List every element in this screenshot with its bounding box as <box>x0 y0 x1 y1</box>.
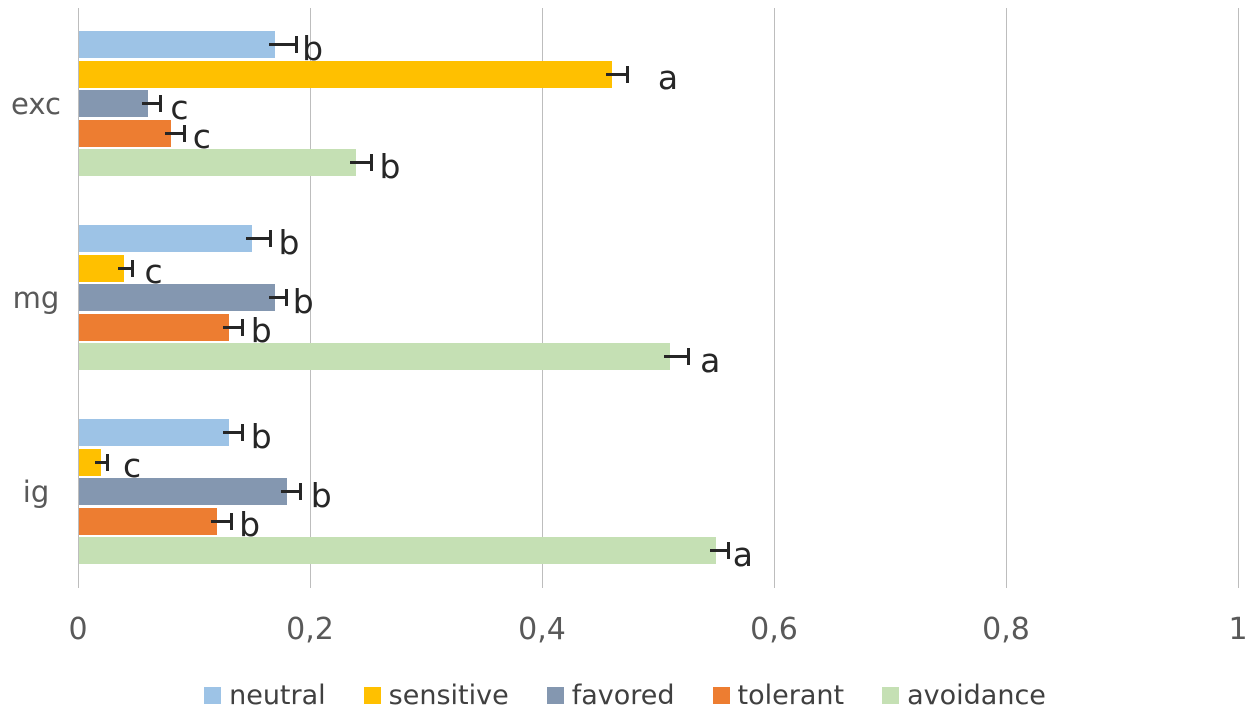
error-bar-avoidance-mg <box>663 355 689 358</box>
legend-item-favored: favored <box>546 680 675 711</box>
significance-letter-neutral-exc: b <box>302 28 324 68</box>
error-bar-neutral-ig <box>222 431 243 434</box>
bar-favored-mg <box>79 284 276 311</box>
bar-tolerant-ig <box>79 507 218 535</box>
x-axis-tick-label: 0,6 <box>750 612 798 647</box>
bar-neutral-exc <box>79 31 276 58</box>
error-bar-tolerant-mg <box>222 325 243 329</box>
x-axis-tick-label: 1 <box>1228 612 1248 647</box>
significance-letter-sensitive-ig: c <box>123 446 142 485</box>
y-category-label-exc: exc <box>11 86 61 121</box>
bar-neutral-mg <box>79 225 252 252</box>
bar-avoidance-ig <box>79 537 716 564</box>
legend-swatch-icon-tolerant <box>712 687 730 704</box>
error-bar-tolerant-ig <box>211 519 232 523</box>
gridline-0_6 <box>773 8 775 588</box>
legend-swatch-icon-avoidance <box>882 687 900 704</box>
error-bar-cap-neutral-ig <box>241 424 245 441</box>
error-bar-sensitive-exc <box>605 72 628 76</box>
error-bar-sensitive-mg <box>118 266 133 270</box>
significance-letter-tolerant-exc: c <box>192 117 211 156</box>
significance-letter-tolerant-mg: b <box>250 311 272 350</box>
legend-item-neutral: neutral <box>204 682 326 709</box>
bar-tolerant-mg <box>79 313 229 341</box>
significance-letter-avoidance-exc: b <box>379 146 401 186</box>
bar-avoidance-mg <box>79 343 670 370</box>
error-bar-cap-tolerant-ig <box>229 512 233 530</box>
error-bar-avoidance-ig <box>710 549 729 552</box>
significance-letter-avoidance-mg: a <box>700 340 721 380</box>
y-category-label-mg: mg <box>12 280 60 315</box>
gridline-0_2 <box>309 8 311 588</box>
gridline-1 <box>1237 8 1239 588</box>
legend-item-avoidance: avoidance <box>882 682 1046 709</box>
bar-avoidance-exc <box>79 149 357 176</box>
legend-item-tolerant: tolerant <box>712 680 845 711</box>
error-bar-cap-neutral-exc <box>294 36 298 53</box>
legend-label-tolerant: tolerant <box>737 680 845 711</box>
x-axis-tick-label: 0,4 <box>518 612 566 647</box>
error-bar-favored-exc <box>141 102 161 105</box>
error-bar-cap-avoidance-mg <box>686 348 690 365</box>
significance-letter-favored-mg: b <box>292 281 314 321</box>
y-category-label-ig: ig <box>22 474 50 509</box>
error-bar-cap-tolerant-exc <box>183 124 187 142</box>
legend-label-avoidance: avoidance <box>907 680 1046 711</box>
legend-item-sensitive: sensitive <box>363 680 509 711</box>
error-bar-cap-avoidance-ig <box>727 542 731 559</box>
gridline-0 <box>77 8 79 588</box>
significance-letter-tolerant-ig: b <box>239 505 261 544</box>
error-bar-cap-favored-ig <box>299 483 303 500</box>
significance-letter-avoidance-ig: a <box>732 534 753 574</box>
error-bar-sensitive-ig <box>95 460 107 464</box>
bar-favored-ig <box>79 478 287 505</box>
x-axis-tick-label: 0 <box>68 612 88 647</box>
error-bar-favored-mg <box>269 296 287 299</box>
significance-letter-favored-exc: c <box>170 87 189 127</box>
legend-label-sensitive: sensitive <box>388 680 509 711</box>
legend-swatch-icon-sensitive <box>363 687 381 704</box>
error-bar-cap-sensitive-ig <box>105 453 109 471</box>
gridline-0_8 <box>1005 8 1007 588</box>
significance-letter-sensitive-exc: a <box>657 58 679 97</box>
error-bar-cap-sensitive-exc <box>626 65 630 83</box>
legend-swatch-icon-neutral <box>204 687 222 704</box>
significance-letter-neutral-ig: b <box>250 416 272 456</box>
error-bar-neutral-mg <box>246 237 271 240</box>
error-bar-avoidance-exc <box>350 161 372 164</box>
x-axis-tick-label: 0,2 <box>286 612 334 647</box>
x-axis-tick-label: 0,8 <box>982 612 1030 647</box>
legend-swatch-icon-favored <box>546 687 564 704</box>
significance-letter-neutral-mg: b <box>278 222 300 262</box>
significance-letter-sensitive-mg: c <box>144 252 163 291</box>
bar-sensitive-ig <box>79 448 102 476</box>
error-bar-cap-tolerant-mg <box>241 318 245 336</box>
bar-sensitive-mg <box>79 254 125 282</box>
error-bar-neutral-exc <box>269 43 297 46</box>
error-bar-cap-sensitive-mg <box>131 259 135 277</box>
error-bar-cap-avoidance-exc <box>369 154 373 171</box>
error-bar-favored-ig <box>280 490 301 493</box>
legend-label-favored: favored <box>571 680 675 711</box>
legend: neutral sensitive favored tolerant avoidance <box>0 682 1250 709</box>
legend-label-neutral: neutral <box>229 680 326 711</box>
error-bar-tolerant-exc <box>164 131 185 135</box>
error-bar-cap-favored-exc <box>158 95 162 112</box>
significance-letter-favored-ig: b <box>310 475 332 515</box>
bar-favored-exc <box>79 90 148 117</box>
error-bar-cap-favored-mg <box>285 289 289 306</box>
bar-neutral-ig <box>79 419 229 446</box>
bar-tolerant-exc <box>79 119 171 147</box>
gridline-0_4 <box>541 8 543 588</box>
error-bar-cap-neutral-mg <box>269 230 273 247</box>
bar-sensitive-exc <box>79 60 612 88</box>
